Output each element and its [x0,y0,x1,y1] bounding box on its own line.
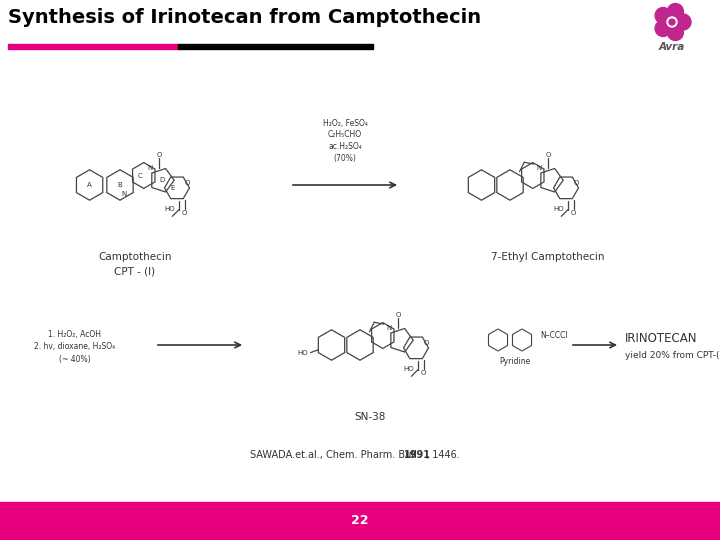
Circle shape [655,8,671,24]
Text: HO: HO [553,206,564,212]
Text: N: N [387,325,392,331]
Text: N–CCCl: N–CCCl [540,332,567,341]
Text: Synthesis of Irinotecan from Camptothecin: Synthesis of Irinotecan from Camptotheci… [8,8,481,27]
Text: C: C [138,172,143,179]
Text: O: O [185,180,190,186]
Text: Camptothecin
CPT - (I): Camptothecin CPT - (I) [98,252,172,276]
Text: N: N [121,192,127,198]
Text: O: O [395,312,401,318]
Bar [178,44,373,49]
Text: O: O [571,210,576,215]
Text: IRINOTECAN: IRINOTECAN [625,332,698,345]
Text: 22: 22 [351,515,369,528]
Text: O: O [182,210,187,215]
Text: O: O [574,180,579,186]
Text: O: O [156,152,161,158]
Text: 1991: 1991 [404,450,431,460]
Text: HO: HO [164,206,175,212]
Bar [0,502,720,540]
Circle shape [667,4,683,19]
Text: Pyridine: Pyridine [500,357,531,366]
Text: N: N [537,165,542,171]
Text: HO: HO [403,366,414,372]
Text: D: D [159,177,164,183]
Text: O: O [545,152,551,158]
Text: yield 20% from CPT-(I): yield 20% from CPT-(I) [625,350,720,360]
Text: 1. H₂O₂, AcOH
2. hv, dioxane, H₂SO₄
(~ 40%): 1. H₂O₂, AcOH 2. hv, dioxane, H₂SO₄ (~ 4… [35,330,116,364]
Text: O: O [424,340,429,346]
Text: A: A [87,182,92,188]
Text: Avra: Avra [659,42,685,52]
Circle shape [675,14,691,30]
Circle shape [669,19,675,25]
Text: SAWADA.et.al., Chem. Pharm. Bull.: SAWADA.et.al., Chem. Pharm. Bull. [250,450,423,460]
Text: E: E [170,185,174,191]
Text: 7-Ethyl Camptothecin: 7-Ethyl Camptothecin [491,252,605,262]
Circle shape [667,17,677,27]
Text: HO: HO [297,349,308,356]
Text: H₂O₂, FeSO₄
C₂H₅CHO
ac.H₂SO₄
(70%): H₂O₂, FeSO₄ C₂H₅CHO ac.H₂SO₄ (70%) [323,119,367,163]
Text: N: N [148,165,153,171]
Text: B: B [117,182,122,188]
Bar [8,44,178,49]
Circle shape [655,21,671,37]
Text: O: O [421,369,426,375]
Text: SN-38: SN-38 [354,412,386,422]
Circle shape [667,24,683,40]
Text: , 1446.: , 1446. [426,450,460,460]
